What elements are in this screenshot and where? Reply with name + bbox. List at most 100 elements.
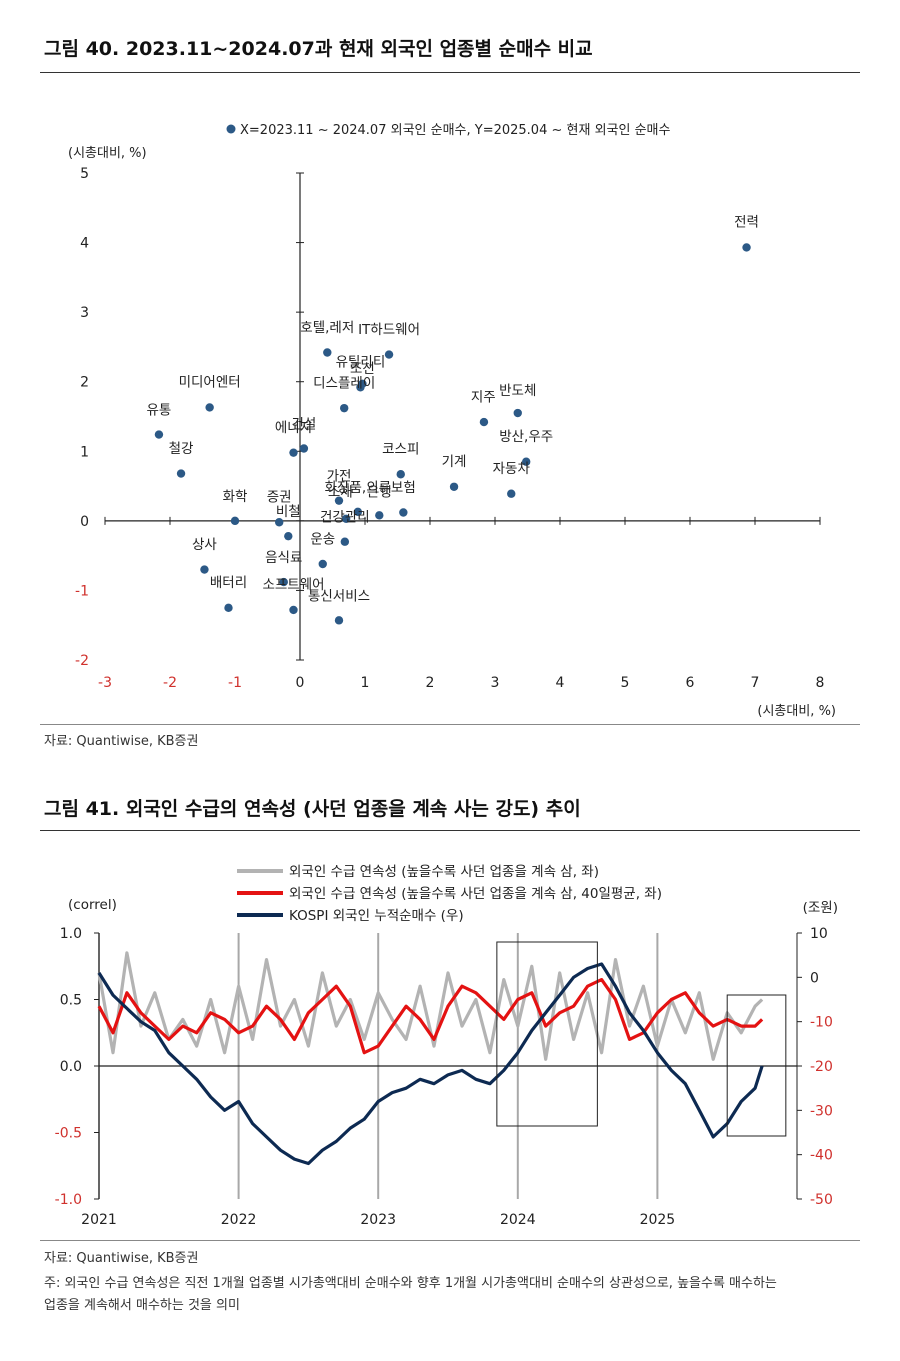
legend-label: 외국인 수급 연속성 (높을수록 사던 업종을 계속 삼, 좌) bbox=[289, 864, 599, 880]
left-tick-label: 1.0 bbox=[60, 926, 82, 942]
scatter-point bbox=[399, 508, 408, 517]
scatter-point-label: 유통 bbox=[147, 403, 172, 419]
x-tick-label: 8 bbox=[816, 675, 825, 691]
scatter-point-label: IT하드웨어 bbox=[358, 322, 420, 338]
scatter-point-label: 철강 bbox=[169, 441, 194, 457]
x-tick-label: 2024 bbox=[500, 1212, 536, 1228]
x-tick-label: -3 bbox=[98, 675, 112, 691]
left-axis-title: (correl) bbox=[68, 897, 117, 913]
figure40-title-rule bbox=[40, 72, 860, 73]
x-axis-title: (시총대비, %) bbox=[757, 704, 836, 719]
x-tick-label: 4 bbox=[556, 675, 565, 691]
x-tick-label: 3 bbox=[491, 675, 500, 691]
scatter-point-label: 운송 bbox=[310, 531, 335, 547]
x-tick-label: 1 bbox=[361, 675, 370, 691]
right-tick-label: -40 bbox=[810, 1148, 833, 1164]
right-tick-label: 10 bbox=[810, 926, 828, 942]
x-tick-label: 2022 bbox=[221, 1212, 257, 1228]
scatter-point-label: 은행 bbox=[367, 485, 392, 501]
y-tick-label: -1 bbox=[75, 583, 89, 599]
scatter-point bbox=[358, 379, 367, 389]
scatter-point bbox=[154, 430, 164, 439]
scatter-point bbox=[224, 603, 233, 613]
scatter-point-label: 화장품,의류 bbox=[325, 480, 391, 496]
scatter-point bbox=[323, 348, 332, 357]
scatter-point bbox=[340, 403, 349, 413]
y-tick-label: 5 bbox=[80, 166, 89, 182]
x-tick-label: 6 bbox=[686, 675, 695, 691]
scatter-point-label: 상사 bbox=[192, 537, 217, 553]
highlight-box bbox=[496, 941, 598, 1127]
scatter-point bbox=[205, 403, 214, 412]
right-tick-label: 0 bbox=[810, 970, 819, 986]
scatter-point-label: 건강관리 bbox=[320, 510, 370, 526]
scatter-point bbox=[176, 469, 186, 478]
scatter-point bbox=[742, 243, 751, 252]
scatter-point-label: 배터리 bbox=[210, 575, 247, 591]
legend-marker bbox=[226, 124, 236, 134]
scatter-point-label: 자동차 bbox=[493, 461, 531, 477]
scatter-point-label: 증권 bbox=[267, 490, 292, 506]
scatter-point bbox=[384, 350, 394, 359]
scatter-point bbox=[230, 516, 240, 526]
scatter-point bbox=[340, 537, 350, 546]
y-tick-label: 3 bbox=[80, 305, 89, 321]
scatter-point bbox=[353, 507, 363, 517]
scatter-point-label: 비철 bbox=[276, 504, 301, 520]
figure41-source: 자료: Quantiwise, KB증권 bbox=[44, 1251, 199, 1266]
y-tick-label: 0 bbox=[80, 514, 89, 530]
scatter-point-label: 화학 bbox=[223, 489, 248, 505]
scatter-chart: X=2023.11 ~ 2024.07 외국인 순매수, Y=2025.04 ~… bbox=[68, 123, 836, 719]
scatter-point-label: 디스플레이 bbox=[313, 375, 375, 391]
y-tick-label: 1 bbox=[80, 444, 89, 460]
scatter-point-label: 에너지 bbox=[275, 420, 312, 436]
scatter-point-label: 방산,우주 bbox=[499, 429, 553, 445]
scatter-point bbox=[522, 457, 531, 466]
figure41-title-rule bbox=[40, 830, 860, 831]
scatter-point-label: 전력 bbox=[734, 215, 759, 231]
x-tick-label: 2 bbox=[426, 675, 435, 691]
scatter-point bbox=[299, 444, 309, 453]
right-tick-label: -20 bbox=[810, 1059, 833, 1075]
scatter-point-label: 기계 bbox=[442, 454, 467, 470]
scatter-point-label: 지주 bbox=[471, 389, 496, 405]
scatter-point-label: 가전 bbox=[327, 469, 352, 485]
x-tick-label: 7 bbox=[751, 675, 760, 691]
scatter-point-label: 보험 bbox=[391, 480, 416, 496]
right-tick-label: -50 bbox=[810, 1192, 833, 1208]
figure40-source: 자료: Quantiwise, KB증권 bbox=[44, 734, 199, 749]
figure40-title: 그림 40. 2023.11~2024.07과 현재 외국인 업종별 순매수 비… bbox=[44, 38, 593, 60]
scatter-point bbox=[289, 605, 298, 615]
series-line bbox=[97, 962, 764, 1166]
scatter-point bbox=[513, 408, 522, 418]
figure41-title: 그림 41. 외국인 수급의 연속성 (사던 업종을 계속 사는 강도) 추이 bbox=[44, 798, 581, 820]
left-tick-label: 0.5 bbox=[60, 993, 82, 1009]
scatter-point bbox=[275, 518, 284, 527]
left-tick-label: 0.0 bbox=[60, 1059, 82, 1075]
line-chart: 외국인 수급 연속성 (높을수록 사던 업종을 계속 삼, 좌) 외국인 수급 연… bbox=[55, 864, 838, 1228]
y-tick-label: 2 bbox=[80, 375, 89, 391]
scatter-point-label: 통신서비스 bbox=[308, 588, 370, 604]
x-tick-label: 2021 bbox=[81, 1212, 117, 1228]
x-tick-label: 2023 bbox=[360, 1212, 396, 1228]
scatter-point bbox=[396, 470, 405, 479]
scatter-point-label: 건설 bbox=[291, 416, 316, 432]
x-tick-label: 0 bbox=[296, 675, 305, 691]
left-tick-label: -0.5 bbox=[55, 1126, 82, 1142]
series-line bbox=[97, 977, 764, 1055]
x-tick-label: 5 bbox=[621, 675, 630, 691]
left-tick-label: -1.0 bbox=[55, 1192, 82, 1208]
y-tick-label: 4 bbox=[80, 236, 89, 252]
scatter-point bbox=[279, 577, 288, 587]
right-axis-title: (조원) bbox=[803, 900, 838, 916]
highlight-box bbox=[726, 994, 787, 1137]
figure41-note-line2: 업종을 계속해서 매수하는 것을 의미 bbox=[44, 1298, 240, 1313]
right-tick-label: -30 bbox=[810, 1103, 833, 1119]
scatter-point bbox=[334, 496, 344, 505]
x-tick-label: 2025 bbox=[640, 1212, 676, 1228]
scatter-point-label: 유틸리티 bbox=[336, 355, 386, 371]
figure41-source-rule bbox=[40, 1240, 860, 1241]
scatter-point bbox=[318, 559, 327, 569]
scatter-point-label: 호텔,레저 bbox=[300, 320, 354, 336]
series-line bbox=[97, 951, 764, 1061]
